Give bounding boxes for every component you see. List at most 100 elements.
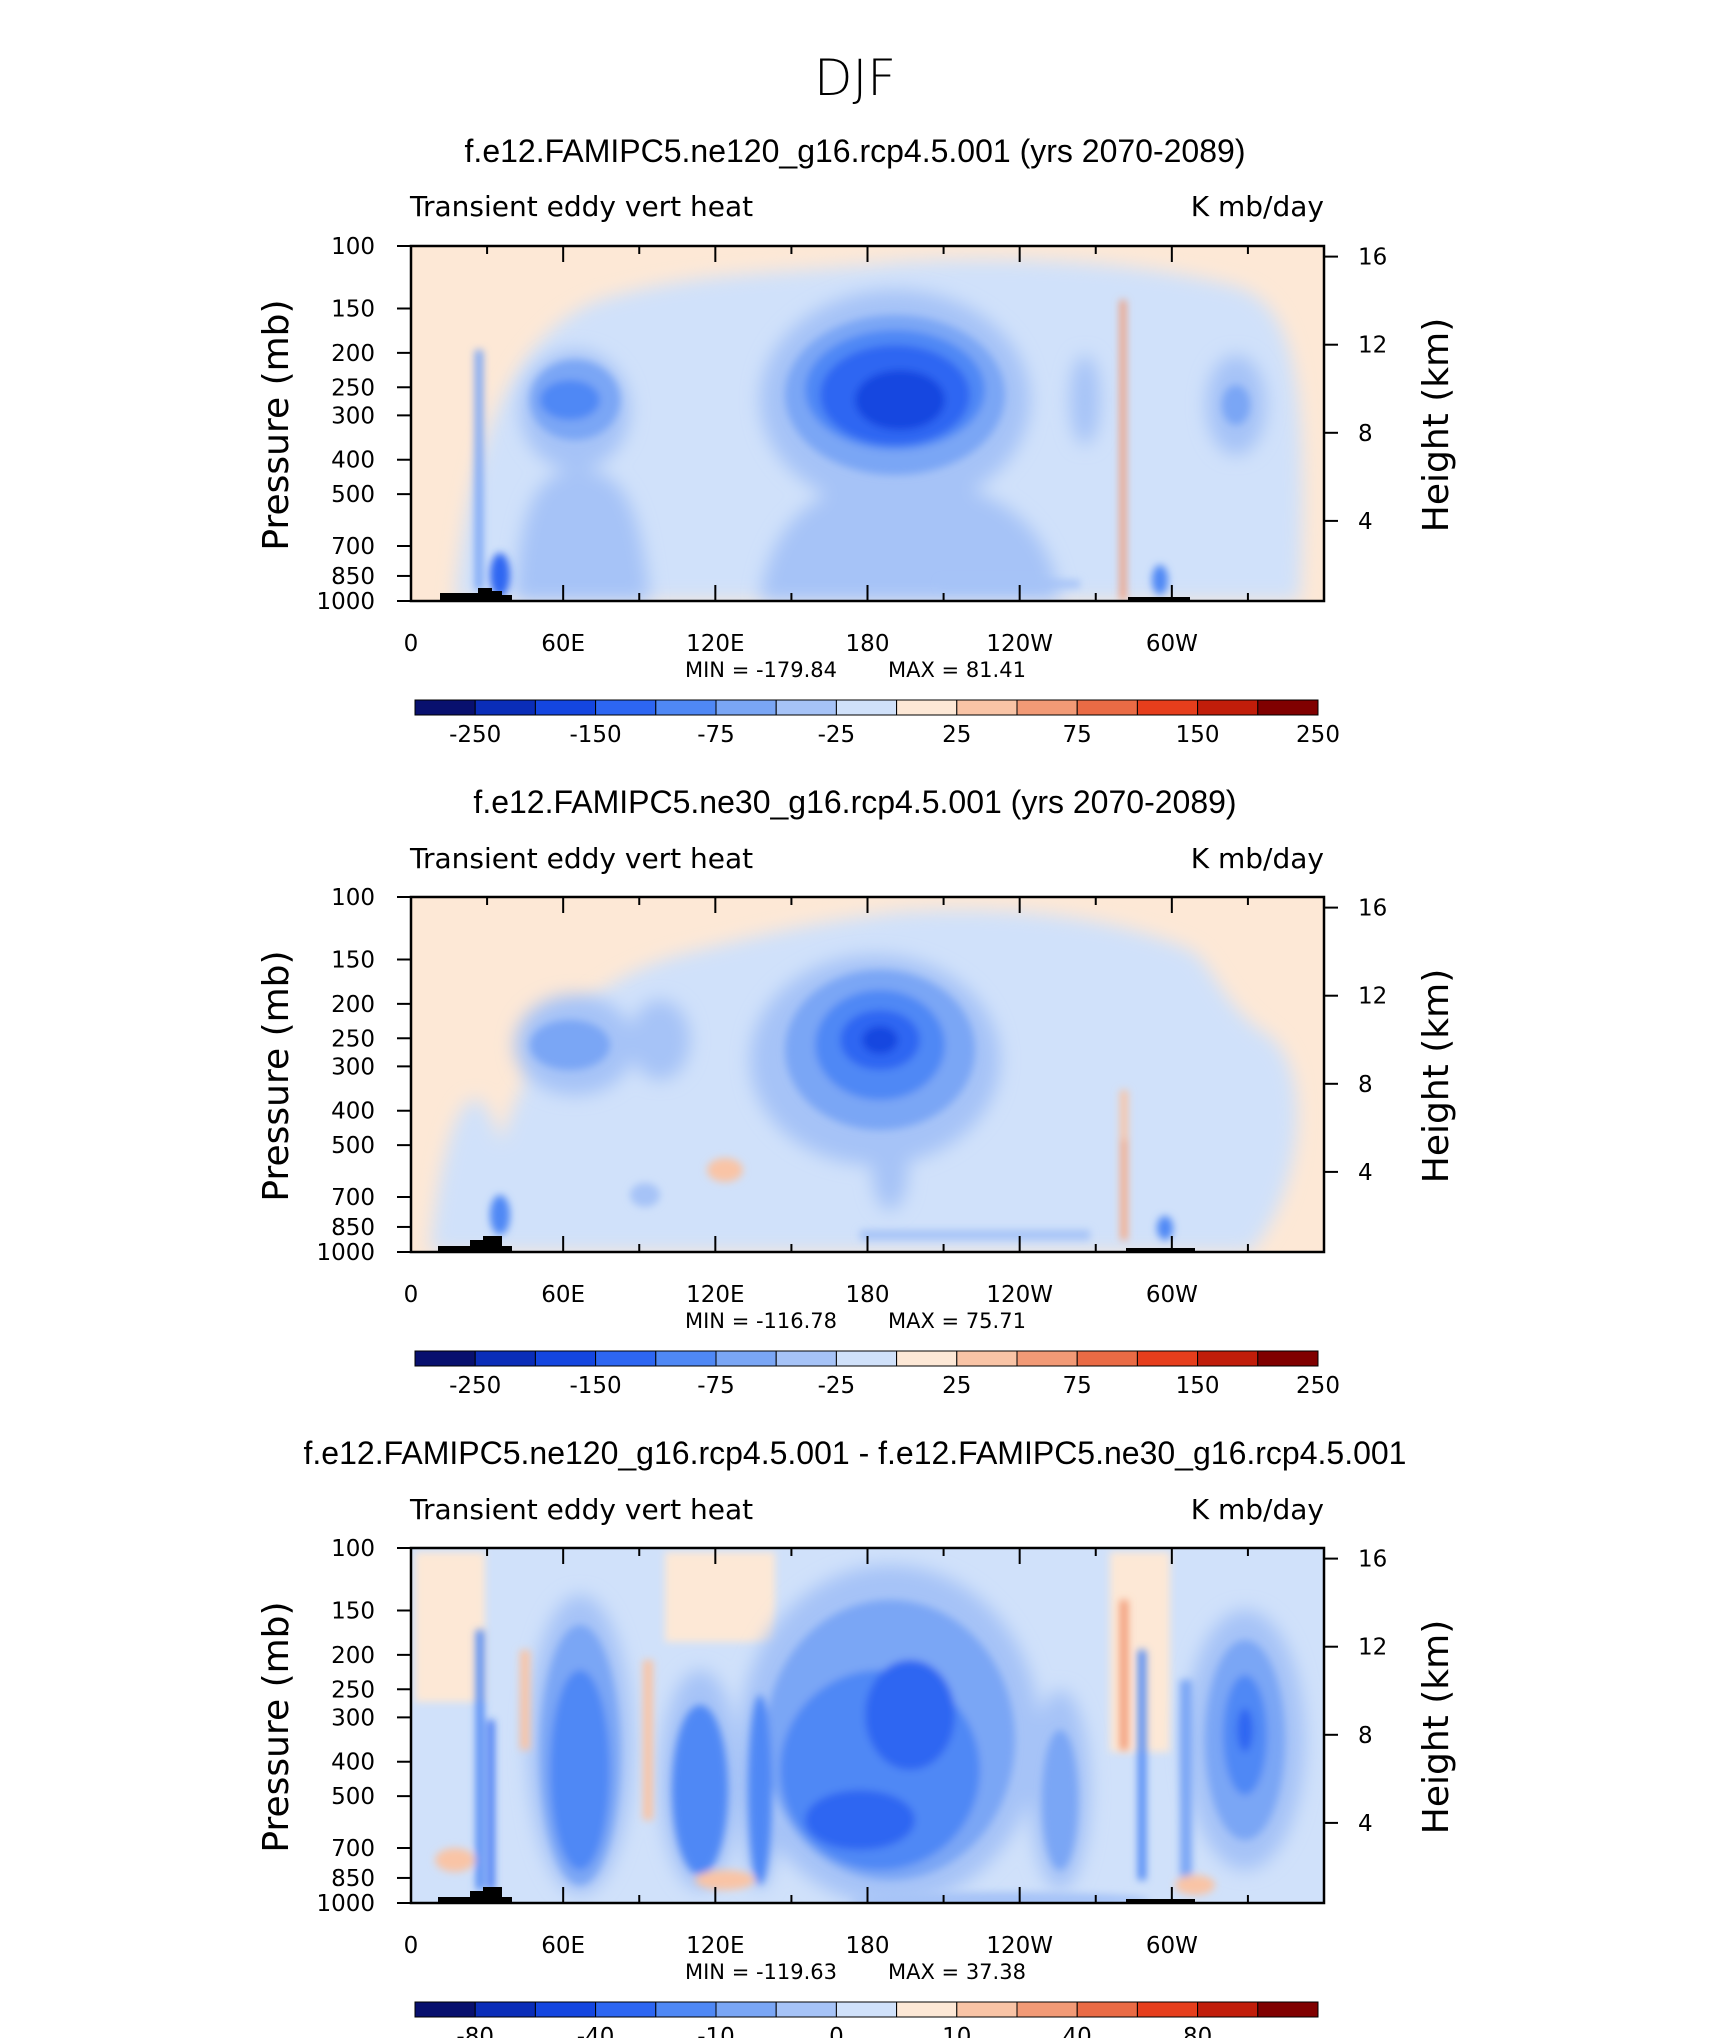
y2-tick-label: 8 bbox=[1358, 421, 1373, 447]
colorbar-swatch bbox=[534, 699, 597, 716]
y-tick-label: 100 bbox=[331, 1536, 375, 1562]
colorbar-label: 150 bbox=[1176, 722, 1220, 748]
y-tick-label: 850 bbox=[331, 1215, 375, 1241]
colorbar-swatch bbox=[715, 1350, 777, 1367]
y-tick-label: 200 bbox=[331, 992, 375, 1018]
x-tick-label: 180 bbox=[846, 631, 890, 657]
y-tick-label: 100 bbox=[331, 234, 375, 260]
y2-tick-label: 16 bbox=[1358, 245, 1387, 271]
x-tick-label: 120E bbox=[686, 1282, 744, 1308]
topography-mask bbox=[438, 1887, 512, 1903]
panel-1: f.e12.FAMIPC5.ne120_g16.rcp4.5.001 (yrs … bbox=[256, 133, 1457, 748]
colorbar-label: 0 bbox=[829, 2024, 844, 2038]
colorbar-swatch bbox=[715, 2001, 777, 2018]
y-axis-label: Pressure (mb) bbox=[256, 1601, 297, 1852]
colorbar-swatch bbox=[1136, 2001, 1199, 2018]
contour-field bbox=[411, 1548, 1324, 1903]
colorbar-label: 10 bbox=[942, 2024, 971, 2038]
colorbar-swatch bbox=[1257, 1350, 1319, 1367]
contour-field bbox=[411, 246, 1324, 601]
colorbar-label: -250 bbox=[449, 1373, 501, 1399]
y2-axis-label: Height (km) bbox=[1416, 969, 1457, 1183]
colorbar-swatch bbox=[896, 1350, 958, 1367]
colorbar-swatch bbox=[1257, 2001, 1319, 2018]
colorbar-label: -40 bbox=[577, 2024, 615, 2038]
x-tick-label: 0 bbox=[404, 631, 419, 657]
x-tick-label: 60W bbox=[1146, 1933, 1198, 1959]
y2-tick-label: 12 bbox=[1358, 1635, 1387, 1661]
y2-tick-label: 12 bbox=[1358, 333, 1387, 359]
panel-2: f.e12.FAMIPC5.ne30_g16.rcp4.5.001 (yrs 2… bbox=[256, 784, 1457, 1399]
x-tick-label: 60W bbox=[1146, 631, 1198, 657]
contour-field bbox=[411, 897, 1324, 1252]
y-tick-label: 300 bbox=[331, 1054, 375, 1080]
colorbar-swatch bbox=[1016, 2001, 1078, 2018]
max-label: MAX = 81.41 bbox=[888, 658, 1026, 682]
y2-tick-label: 16 bbox=[1358, 896, 1387, 922]
colorbar-swatch bbox=[775, 2001, 837, 2018]
y-tick-label: 850 bbox=[331, 564, 375, 590]
y-tick-label: 100 bbox=[331, 885, 375, 911]
colorbar-swatch bbox=[835, 2001, 898, 2018]
x-tick-label: 60W bbox=[1146, 1282, 1198, 1308]
left-string: Transient eddy vert heat bbox=[409, 1493, 753, 1526]
colorbar-label: -25 bbox=[818, 722, 856, 748]
left-string: Transient eddy vert heat bbox=[409, 190, 753, 223]
y2-axis-label: Height (km) bbox=[1416, 318, 1457, 532]
x-tick-label: 120E bbox=[686, 1933, 744, 1959]
y-tick-label: 400 bbox=[331, 1750, 375, 1776]
colorbar-swatch bbox=[835, 699, 898, 716]
colorbar-swatch bbox=[956, 699, 1018, 716]
colorbar-swatch bbox=[1076, 2001, 1138, 2018]
y2-tick-label: 4 bbox=[1358, 1160, 1373, 1186]
y2-tick-label: 12 bbox=[1358, 984, 1387, 1010]
colorbar-swatch bbox=[1197, 1350, 1259, 1367]
y-tick-label: 150 bbox=[331, 1599, 375, 1625]
y-tick-label: 1000 bbox=[316, 1240, 375, 1266]
y2-tick-label: 4 bbox=[1358, 1811, 1373, 1837]
colorbar-label: 250 bbox=[1296, 1373, 1340, 1399]
y-tick-label: 500 bbox=[331, 1784, 375, 1810]
colorbar-swatch bbox=[896, 2001, 958, 2018]
colorbar-label: -250 bbox=[449, 722, 501, 748]
colorbar-swatch bbox=[1136, 1350, 1199, 1367]
y2-tick-label: 8 bbox=[1358, 1072, 1373, 1098]
colorbar-swatch bbox=[1076, 699, 1138, 716]
topography-mask bbox=[438, 1236, 512, 1252]
colorbar-swatch bbox=[775, 699, 837, 716]
colorbar-swatch bbox=[595, 2001, 657, 2018]
colorbar-swatch bbox=[414, 699, 476, 716]
right-string: K mb/day bbox=[1191, 1493, 1324, 1526]
colorbar-label: -75 bbox=[697, 1373, 735, 1399]
colorbar-swatch bbox=[534, 1350, 597, 1367]
x-tick-label: 60E bbox=[541, 631, 585, 657]
colorbar-label: -80 bbox=[456, 2024, 494, 2038]
y-axis-label: Pressure (mb) bbox=[256, 950, 297, 1201]
y-tick-label: 250 bbox=[331, 1677, 375, 1703]
topography-mask bbox=[440, 588, 512, 601]
min-label: MIN = -179.84 bbox=[685, 658, 837, 682]
max-label: MAX = 37.38 bbox=[888, 1960, 1026, 1984]
colorbar-label: -75 bbox=[697, 722, 735, 748]
y-tick-label: 200 bbox=[331, 341, 375, 367]
colorbar-swatch bbox=[1016, 1350, 1078, 1367]
y2-tick-label: 8 bbox=[1358, 1723, 1373, 1749]
x-tick-label: 120E bbox=[686, 631, 744, 657]
y-tick-label: 1000 bbox=[316, 589, 375, 615]
colorbar-label: -150 bbox=[569, 1373, 621, 1399]
x-tick-label: 120W bbox=[986, 631, 1053, 657]
y2-tick-label: 16 bbox=[1358, 1547, 1387, 1573]
colorbar-swatch bbox=[1016, 699, 1078, 716]
colorbar-label: 75 bbox=[1063, 722, 1092, 748]
x-tick-label: 60E bbox=[541, 1282, 585, 1308]
colorbar-swatch bbox=[1197, 699, 1259, 716]
colorbar-swatch bbox=[1197, 2001, 1259, 2018]
colorbar-label: 25 bbox=[942, 1373, 971, 1399]
colorbar-label: 75 bbox=[1063, 1373, 1092, 1399]
y-tick-label: 700 bbox=[331, 1185, 375, 1211]
colorbar-swatch bbox=[414, 2001, 476, 2018]
y2-axis-label: Height (km) bbox=[1416, 1620, 1457, 1834]
panel-title: f.e12.FAMIPC5.ne30_g16.rcp4.5.001 (yrs 2… bbox=[473, 784, 1236, 820]
colorbar-swatch bbox=[956, 1350, 1018, 1367]
